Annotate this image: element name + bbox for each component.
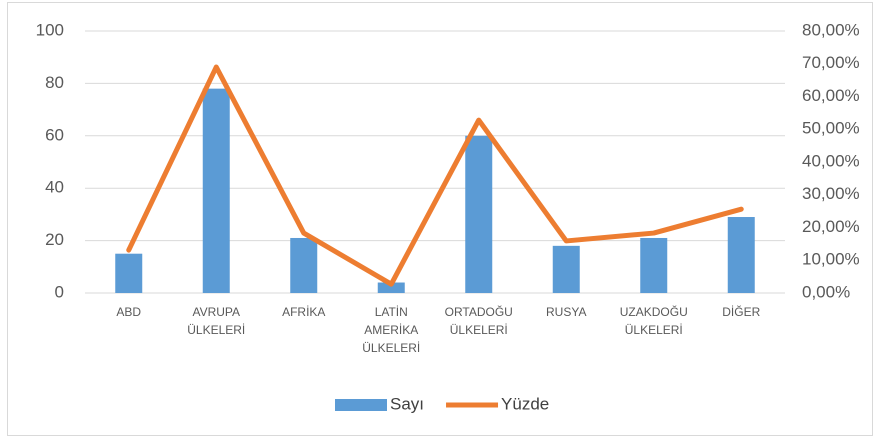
y2-tick-label: 30,00% [802, 184, 860, 203]
y2-tick-label: 60,00% [802, 86, 860, 105]
y-tick-label: 0 [55, 282, 64, 301]
y2-tick-label: 0,00% [802, 282, 850, 301]
y2-tick-label: 80,00% [802, 20, 860, 39]
y2-tick-label: 20,00% [802, 217, 860, 236]
bar [727, 217, 755, 293]
x-tick-label-line: ÜLKELERİ [625, 323, 683, 337]
y2-tick-label: 50,00% [802, 119, 860, 138]
y2-tick-label: 40,00% [802, 151, 860, 170]
y-tick-label: 80 [45, 73, 64, 92]
x-tick-label-line: AFRİKA [282, 305, 325, 319]
legend-swatch [335, 399, 387, 411]
x-tick-label: AVRUPA ÜLKELERİ [187, 305, 245, 337]
bar [377, 282, 405, 293]
x-tick-label-line: UZAKDOĞU [620, 304, 688, 319]
bar [290, 237, 318, 293]
x-tick-label: AFRİKA [282, 305, 325, 319]
legend-label: Sayı [390, 394, 424, 413]
x-tick-label-line: RUSYA [546, 305, 586, 319]
x-tick-label: LATİN AMERİKA ÜLKELERİ [362, 305, 420, 355]
x-tick-label-line: ORTADOĞU [445, 304, 513, 319]
x-tick-label: DİĞER [722, 304, 760, 319]
x-tick-label: ORTADOĞU ÜLKELERİ [445, 304, 513, 337]
bar [202, 88, 230, 293]
x-tick-label-line: ÜLKELERİ [187, 323, 245, 337]
x-tick-label: RUSYA [546, 305, 586, 319]
bar [640, 237, 668, 293]
y2-tick-label: 10,00% [802, 250, 860, 269]
legend-label: Yüzde [501, 394, 549, 413]
bar [465, 135, 493, 293]
x-tick-label-line: AMERİKA [364, 323, 418, 337]
bar [115, 253, 143, 293]
y-tick-label: 40 [45, 178, 64, 197]
y-tick-label: 20 [45, 230, 64, 249]
x-tick-label-line: AVRUPA [192, 305, 240, 319]
y2-tick-label: 70,00% [802, 53, 860, 72]
x-tick-label-line: ÜLKELERİ [362, 341, 420, 355]
line [126, 64, 744, 287]
x-tick-label-line: ÜLKELERİ [450, 323, 508, 337]
y-tick-label: 60 [45, 125, 64, 144]
x-tick-label: ABD [116, 305, 141, 319]
x-tick-label: UZAKDOĞU ÜLKELERİ [620, 304, 688, 337]
x-tick-label-line: ABD [116, 305, 141, 319]
y-tick-label: 100 [36, 20, 64, 39]
x-tick-label-line: LATİN [375, 305, 408, 319]
bar [552, 245, 580, 293]
x-tick-label-line: DİĞER [722, 304, 760, 319]
